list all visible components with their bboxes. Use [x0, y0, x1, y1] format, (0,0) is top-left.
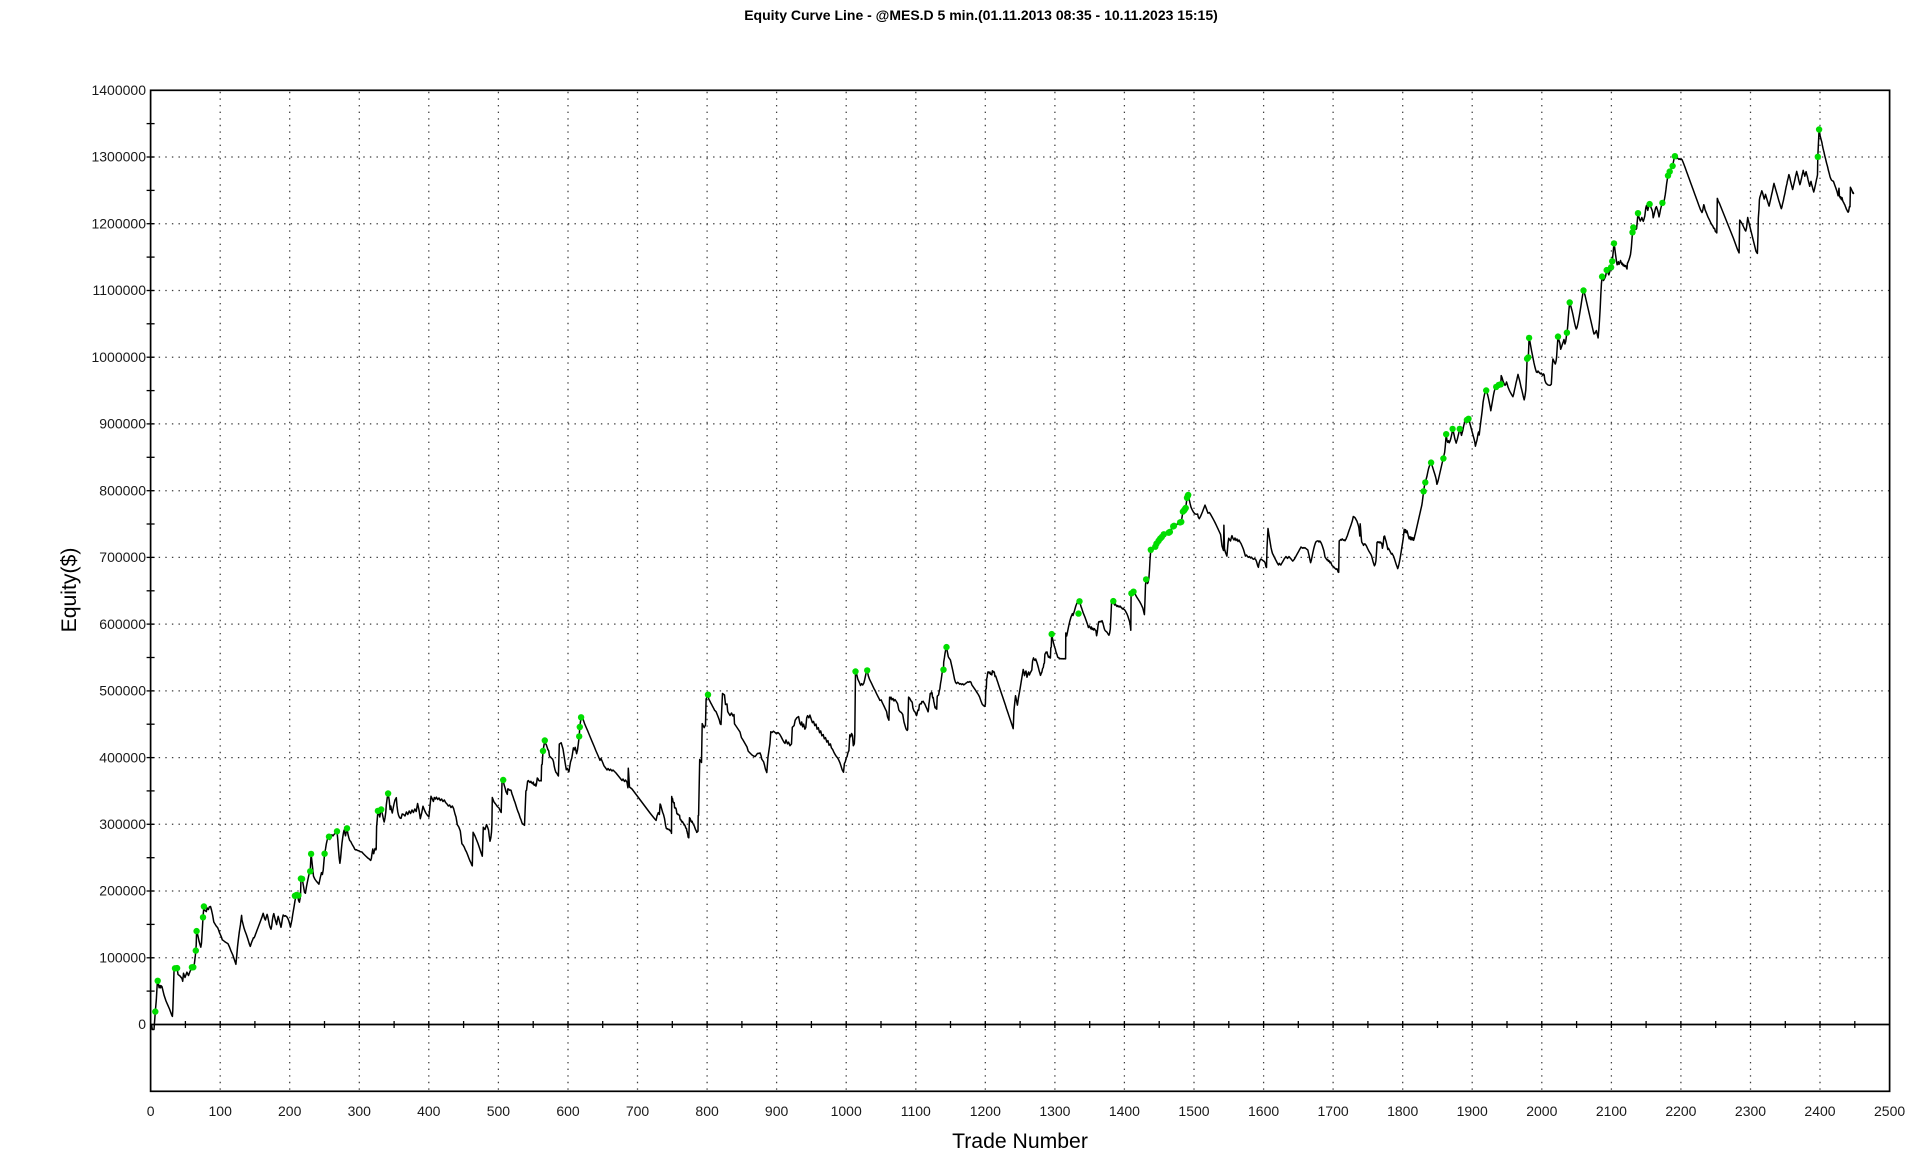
svg-text:1300: 1300 — [1039, 1103, 1070, 1119]
svg-text:Equity($): Equity($) — [58, 548, 81, 633]
svg-text:2300: 2300 — [1735, 1103, 1766, 1119]
svg-text:400000: 400000 — [99, 749, 146, 765]
svg-text:2200: 2200 — [1665, 1103, 1696, 1119]
svg-text:1600: 1600 — [1248, 1103, 1279, 1119]
svg-text:1900: 1900 — [1457, 1103, 1488, 1119]
svg-text:0: 0 — [138, 1016, 146, 1032]
svg-text:900000: 900000 — [99, 416, 146, 432]
svg-text:1200000: 1200000 — [91, 215, 146, 231]
svg-text:300000: 300000 — [99, 816, 146, 832]
svg-text:900: 900 — [765, 1103, 789, 1119]
svg-text:1800: 1800 — [1387, 1103, 1418, 1119]
svg-text:2100: 2100 — [1596, 1103, 1627, 1119]
svg-text:1300000: 1300000 — [91, 149, 146, 165]
svg-text:800: 800 — [695, 1103, 719, 1119]
svg-text:Trade Number: Trade Number — [952, 1130, 1088, 1153]
svg-text:500: 500 — [487, 1103, 511, 1119]
svg-text:500000: 500000 — [99, 683, 146, 699]
svg-text:700: 700 — [626, 1103, 650, 1119]
svg-text:200000: 200000 — [99, 883, 146, 899]
svg-text:1400000: 1400000 — [91, 82, 146, 98]
svg-text:800000: 800000 — [99, 482, 146, 498]
svg-text:1000: 1000 — [831, 1103, 862, 1119]
svg-text:2500: 2500 — [1874, 1103, 1905, 1119]
svg-text:0: 0 — [147, 1103, 155, 1119]
svg-text:700000: 700000 — [99, 549, 146, 565]
svg-text:1100: 1100 — [901, 1103, 931, 1119]
svg-text:1500: 1500 — [1178, 1103, 1209, 1119]
svg-text:400: 400 — [417, 1103, 441, 1119]
svg-text:600000: 600000 — [99, 616, 146, 632]
svg-text:200: 200 — [278, 1103, 302, 1119]
svg-text:2000: 2000 — [1526, 1103, 1557, 1119]
svg-text:1100000: 1100000 — [93, 282, 147, 298]
svg-text:1400: 1400 — [1109, 1103, 1140, 1119]
svg-text:100000: 100000 — [99, 950, 146, 966]
svg-text:1700: 1700 — [1318, 1103, 1349, 1119]
svg-text:600: 600 — [556, 1103, 580, 1119]
svg-text:2400: 2400 — [1804, 1103, 1835, 1119]
svg-text:100: 100 — [209, 1103, 233, 1119]
svg-text:1200: 1200 — [970, 1103, 1001, 1119]
svg-text:300: 300 — [348, 1103, 372, 1119]
svg-text:Equity Curve Line - @MES.D 5 m: Equity Curve Line - @MES.D 5 min.(01.11.… — [744, 7, 1218, 23]
svg-text:1000000: 1000000 — [91, 349, 146, 365]
